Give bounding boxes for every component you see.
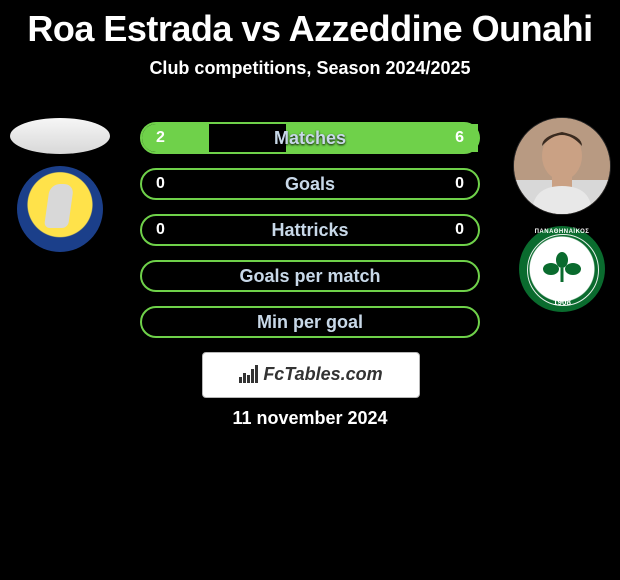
stats-table: 2Matches60Goals00Hattricks0Goals per mat… [140,122,480,352]
right-player-avatar [514,118,610,214]
left-player-avatar [10,118,110,154]
stat-label: Hattricks [142,216,478,244]
logo-text: FcTables.com [263,364,382,384]
stat-label: Goals per match [142,262,478,290]
right-club-name-arc: ΠΑΝΑΘΗΝΑΪΚΟΣ [519,229,605,235]
stat-label: Min per goal [142,308,478,336]
fctables-logo: FcTables.com [202,352,420,398]
stat-row: Goals per match [140,260,480,292]
page-title: Roa Estrada vs Azzeddine Ounahi [0,0,620,50]
right-club-year: 1908 [519,298,605,307]
stat-label: Goals [142,170,478,198]
stat-label: Matches [142,124,478,152]
stat-right-value: 0 [455,170,464,198]
date-label: 11 november 2024 [0,408,620,429]
stat-right-value: 0 [455,216,464,244]
stat-row: Min per goal [140,306,480,338]
stat-row: 0Goals0 [140,168,480,200]
right-club-badge: ΠΑΝΑΘΗΝΑΪΚΟΣ 1908 [519,226,605,312]
stat-row: 2Matches6 [140,122,480,154]
stat-right-value: 6 [455,124,464,152]
stat-row: 0Hattricks0 [140,214,480,246]
left-club-badge [17,166,103,252]
subtitle: Club competitions, Season 2024/2025 [0,58,620,79]
right-player-block: ΠΑΝΑΘΗΝΑΪΚΟΣ 1908 [514,118,610,312]
left-player-block [10,118,110,252]
